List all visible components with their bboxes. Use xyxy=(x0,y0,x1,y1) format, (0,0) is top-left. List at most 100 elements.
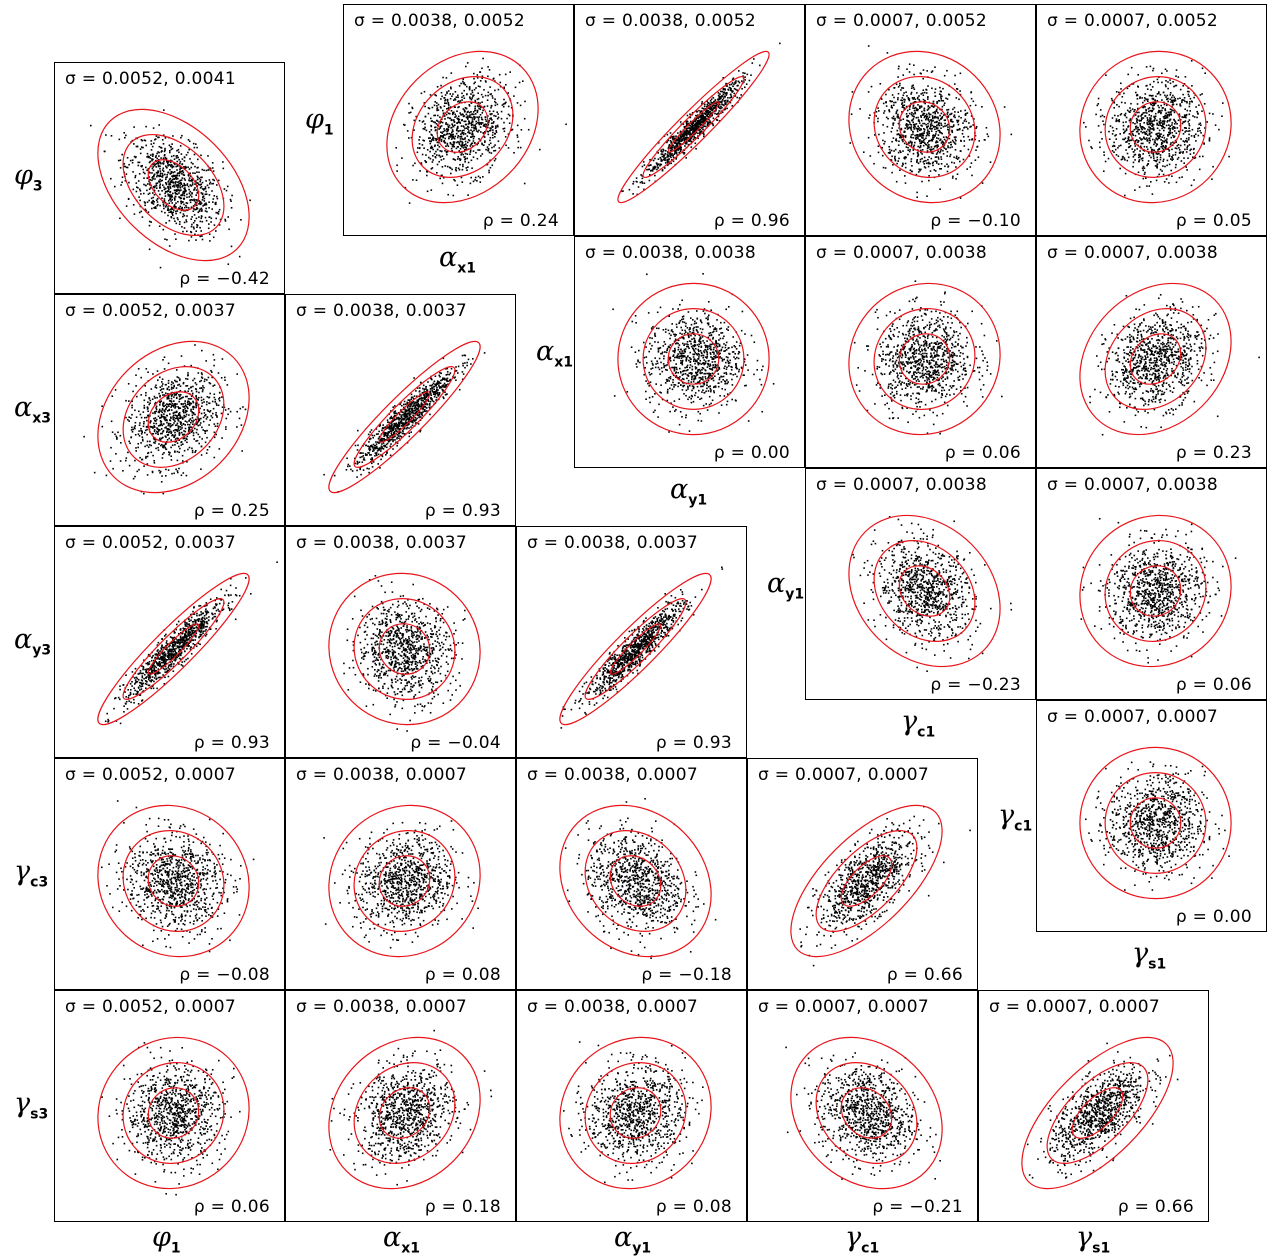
scatter-point xyxy=(386,435,388,437)
scatter-point xyxy=(400,644,403,647)
scatter-point xyxy=(394,414,396,417)
scatter-point xyxy=(149,679,151,682)
scatter-point xyxy=(175,202,177,204)
scatter-point xyxy=(380,437,383,440)
scatter-point xyxy=(165,190,167,193)
scatter-point xyxy=(394,410,397,412)
scatter-point xyxy=(398,437,400,439)
scatter-point xyxy=(389,629,392,632)
scatter-point xyxy=(208,382,211,384)
scatter-point xyxy=(206,621,208,623)
scatter-point xyxy=(212,198,215,200)
scatter-point xyxy=(208,207,210,209)
scatter-point xyxy=(381,623,383,625)
scatter-point xyxy=(397,615,400,618)
scatter-point xyxy=(198,391,200,394)
scatter-point xyxy=(220,588,222,591)
scatter-point xyxy=(186,206,188,209)
scatter-point xyxy=(159,424,161,427)
scatter-point xyxy=(215,433,217,436)
scatter-point xyxy=(166,209,169,211)
scatter-point xyxy=(352,640,355,643)
scatter-point xyxy=(380,600,383,603)
scatter-point xyxy=(616,674,619,676)
scatter-point xyxy=(199,387,201,390)
scatter-point xyxy=(370,458,372,461)
scatter-point xyxy=(427,654,429,657)
scatter-point xyxy=(455,370,458,372)
scatter-point xyxy=(620,676,622,679)
scatter-point xyxy=(423,389,426,391)
scatter-point xyxy=(151,470,154,473)
scatter-point xyxy=(615,670,618,673)
scatter-point xyxy=(425,650,428,652)
scatter-point xyxy=(608,689,611,691)
scatter-point xyxy=(419,387,421,389)
scatter-point xyxy=(184,411,187,414)
scatter-point xyxy=(178,407,180,410)
scatter-point xyxy=(188,429,190,432)
scatter-point xyxy=(364,638,367,641)
scatter-point xyxy=(144,139,147,142)
scatter-point xyxy=(128,700,130,702)
scatter-point xyxy=(180,136,182,139)
scatter-point xyxy=(208,446,211,448)
scatter-point xyxy=(167,396,170,399)
scatter-point xyxy=(398,630,400,632)
scatter-point xyxy=(213,224,216,226)
scatter-point xyxy=(418,607,420,609)
scatter-point xyxy=(632,663,634,666)
scatter-point xyxy=(429,633,432,635)
scatter-point xyxy=(625,660,628,663)
scatter-point xyxy=(407,672,409,674)
scatter-point xyxy=(394,666,396,668)
scatter-point xyxy=(392,635,395,638)
scatter-point xyxy=(171,143,173,145)
scatter-point xyxy=(443,386,446,388)
scatter-point xyxy=(631,656,633,659)
scatter-point xyxy=(386,436,389,439)
scatter-point xyxy=(386,697,388,699)
scatter-point xyxy=(181,641,184,643)
scatter-point xyxy=(429,652,432,655)
scatter-point xyxy=(445,384,447,386)
scatter-point xyxy=(166,643,169,645)
scatter-point xyxy=(205,633,208,636)
scatter-point xyxy=(184,184,186,187)
scatter-point xyxy=(375,452,378,454)
scatter-point xyxy=(160,417,162,419)
scatter-point xyxy=(180,179,183,181)
scatter-point xyxy=(442,643,445,645)
scatter-point xyxy=(149,187,152,189)
scatter-point xyxy=(210,369,212,372)
scatter-point xyxy=(412,646,415,648)
scatter-point xyxy=(201,373,203,376)
scatter-point xyxy=(200,372,203,374)
scatter-point xyxy=(172,182,175,184)
scatter-point xyxy=(209,169,212,171)
scatter-point xyxy=(170,409,173,411)
scatter-point xyxy=(617,673,619,675)
scatter-point xyxy=(385,670,388,673)
scatter-point xyxy=(185,635,187,638)
scatter-point xyxy=(202,627,205,629)
scatter-point xyxy=(173,384,175,387)
scatter-point xyxy=(395,422,398,425)
scatter-point xyxy=(619,657,622,659)
scatter-point xyxy=(129,159,132,162)
scatter-point xyxy=(157,668,160,670)
scatter-point xyxy=(175,185,178,187)
scatter-point xyxy=(153,201,155,203)
scatter-point xyxy=(413,654,415,657)
scatter-point xyxy=(187,448,189,451)
scatter-point xyxy=(158,145,161,148)
scatter-point xyxy=(414,694,417,696)
scatter-point xyxy=(356,469,358,472)
scatter-point xyxy=(159,429,161,431)
scatter-point xyxy=(648,637,650,640)
scatter-point xyxy=(127,383,130,385)
scatter-point xyxy=(186,421,188,423)
scatter-point xyxy=(168,668,171,670)
scatter-point xyxy=(190,390,193,392)
scatter-point xyxy=(135,190,138,193)
